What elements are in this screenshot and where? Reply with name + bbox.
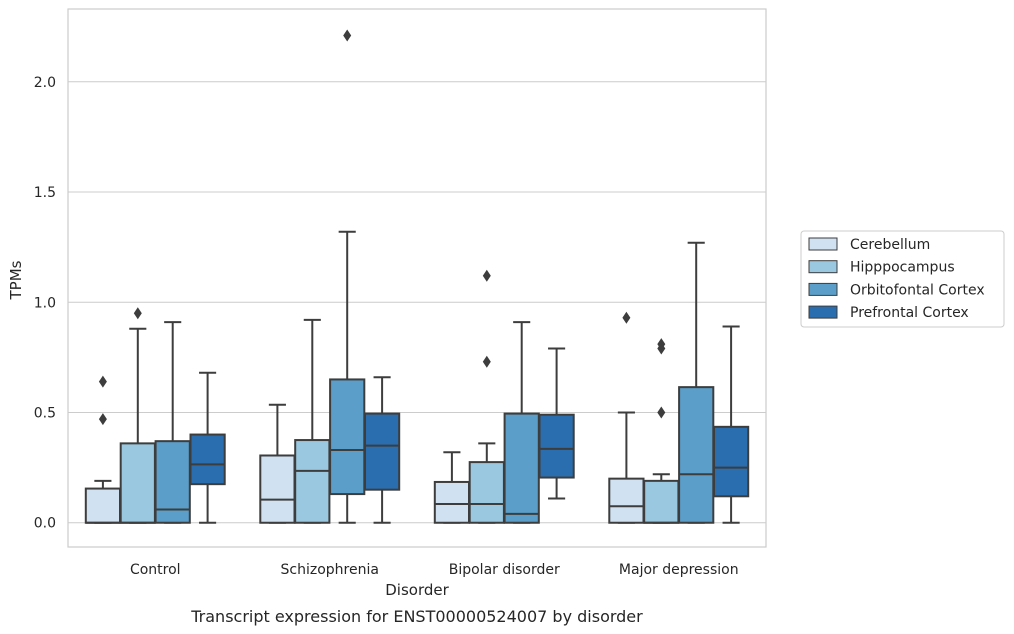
legend: Cerebellum Hipppocampus Orbitofontal Corte… <box>800 230 1005 328</box>
box-body <box>468 461 505 524</box>
box-body <box>608 477 645 524</box>
legend-label: Prefrontal Cortex <box>850 305 969 321</box>
box-orbitofontal-cortex <box>329 29 366 524</box>
x-tick-label: Schizophrenia <box>281 562 379 578</box>
box-body <box>119 442 156 524</box>
box-body <box>712 425 750 498</box>
box-orbitofontal-cortex <box>678 241 715 524</box>
legend-frame <box>800 230 1005 328</box>
boxes-layer <box>84 29 750 524</box>
box-prefrontal-cortex <box>712 325 750 524</box>
x-tick-label: Major depression <box>619 562 739 578</box>
outlier-point <box>98 375 107 388</box>
box-body <box>433 480 471 524</box>
box-orbitofontal-cortex <box>503 321 540 524</box>
x-tick-label: Control <box>130 562 181 578</box>
box-body <box>363 412 401 491</box>
box-prefrontal-cortex <box>189 371 226 524</box>
y-tick-label: 0.0 <box>34 516 56 532</box>
box-body <box>678 386 715 524</box>
box-cerebellum <box>84 375 122 524</box>
legend-label: Cerebellum <box>850 237 930 253</box>
box-cerebellum <box>259 403 296 524</box>
legend-label: Orbitofontal Cortex <box>850 282 985 298</box>
y-axis-title: TPMs <box>7 260 25 300</box>
x-tick-label: Bipolar disorder <box>449 562 560 578</box>
box-body <box>259 454 296 524</box>
outlier-point <box>482 269 491 282</box>
y-tick-label: 2.0 <box>34 75 56 91</box>
box-body <box>503 412 540 524</box>
legend-label: Hipppocampus <box>850 260 955 276</box>
y-tick-label: 1.0 <box>34 295 56 311</box>
box-prefrontal-cortex <box>363 376 401 524</box>
box-body <box>538 413 575 479</box>
outlier-point <box>133 307 142 320</box>
box-cerebellum <box>608 311 645 524</box>
box-body <box>294 439 331 524</box>
legend-swatch <box>808 260 838 274</box>
y-tick-label: 1.5 <box>34 185 56 201</box>
outlier-point <box>657 406 666 419</box>
outlier-point <box>622 311 631 324</box>
box-orbitofontal-cortex <box>154 321 191 524</box>
outlier-point <box>657 338 666 351</box>
box-cerebellum <box>433 451 471 524</box>
outlier-point <box>343 29 352 42</box>
y-tick-label: 0.5 <box>34 406 56 422</box>
x-axis-title: Disorder <box>385 581 449 599</box>
box-body <box>84 487 122 524</box>
chart-caption: Transcript expression for ENST0000052400… <box>190 607 643 626</box>
outlier-point <box>482 355 491 368</box>
legend-swatch <box>808 282 838 296</box>
box-body <box>189 433 226 486</box>
outlier-point <box>98 413 107 426</box>
x-tick-labels: Control Schizophrenia Bipolar disorder Majo… <box>130 562 739 578</box>
box-hipppocampus <box>119 307 156 524</box>
y-tick-labels: 0.0 0.5 1.0 1.5 2.0 <box>34 75 56 532</box>
box-prefrontal-cortex <box>538 347 575 500</box>
legend-swatch <box>808 305 838 319</box>
box-body <box>329 378 366 496</box>
legend-swatch <box>808 237 838 251</box>
box-body <box>643 479 680 524</box>
